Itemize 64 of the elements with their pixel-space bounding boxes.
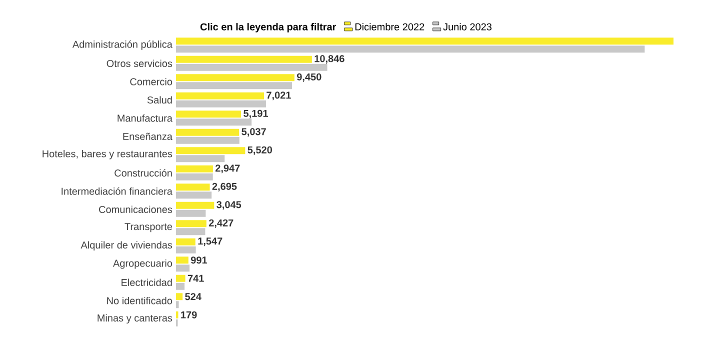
bar [176, 202, 214, 209]
bar [176, 136, 240, 144]
bar [176, 100, 266, 108]
y-tick-label: Construcción [114, 169, 172, 177]
bar [176, 301, 179, 308]
y-tick-label: Manufactura [118, 114, 172, 122]
y-tick-label: Salud [147, 96, 172, 104]
bar [176, 56, 312, 63]
bar [176, 274, 186, 282]
data-label: 179 [181, 311, 197, 318]
bar [176, 155, 225, 162]
bar [176, 92, 264, 100]
y-tick-label: Electricidad [122, 278, 172, 286]
data-label: 991 [190, 256, 208, 264]
data-label: 2,427 [208, 219, 234, 228]
bar [176, 210, 206, 217]
data-label: 9,450 [296, 73, 322, 82]
bar [176, 184, 210, 191]
bar [176, 173, 213, 180]
bar [176, 256, 188, 264]
bar [176, 46, 645, 53]
bar [176, 74, 294, 82]
data-label: 524 [185, 293, 202, 300]
bar [176, 220, 206, 228]
y-tick-label: Otros servicios [106, 60, 172, 68]
bar [176, 228, 206, 236]
bar [176, 128, 240, 136]
y-tick-label: Enseñanza [123, 132, 172, 140]
y-tick-label: Agropecuario [113, 259, 172, 269]
y-tick-label: Transporte [124, 223, 172, 232]
y-tick-label: Intermediación financiera [62, 187, 172, 195]
data-label: 741 [188, 274, 204, 282]
bar [176, 147, 246, 154]
y-tick-label: Hoteles, bares y restaurantes [42, 150, 172, 160]
y-tick-label: Comercio [130, 78, 172, 86]
data-label: 5,520 [248, 146, 272, 155]
bar [176, 238, 196, 246]
bar [176, 165, 213, 172]
bar [176, 64, 328, 71]
data-label: 2,695 [212, 182, 237, 192]
legend-label: Junio 2023 [443, 23, 492, 30]
y-tick-label: Administración pública [72, 40, 172, 50]
bar [176, 246, 196, 254]
bar [176, 192, 212, 199]
bar [176, 118, 252, 126]
bar [176, 38, 674, 45]
y-tick-label: Minas y canteras [98, 314, 172, 324]
data-label: 5,037 [242, 128, 266, 137]
bar [176, 293, 183, 300]
y-tick-label: No identificado [107, 296, 172, 304]
y-tick-label: Alquiler de viviendas [80, 241, 172, 251]
data-label: 5,191 [244, 110, 268, 118]
legend-label: Diciembre 2022 [355, 23, 424, 30]
data-label: 7,021 [266, 92, 291, 100]
data-label: 1,547 [198, 238, 222, 246]
bar [176, 264, 190, 272]
y-tick-label: Comunicaciones [99, 206, 172, 214]
bar [176, 82, 292, 90]
bar [176, 110, 242, 118]
data-label: 10,846 [314, 55, 344, 64]
data-label: 3,045 [216, 201, 242, 210]
bar [176, 282, 185, 290]
legend-title: Clic en la leyenda para filtrar [200, 23, 336, 32]
data-label: 2,947 [215, 164, 240, 174]
